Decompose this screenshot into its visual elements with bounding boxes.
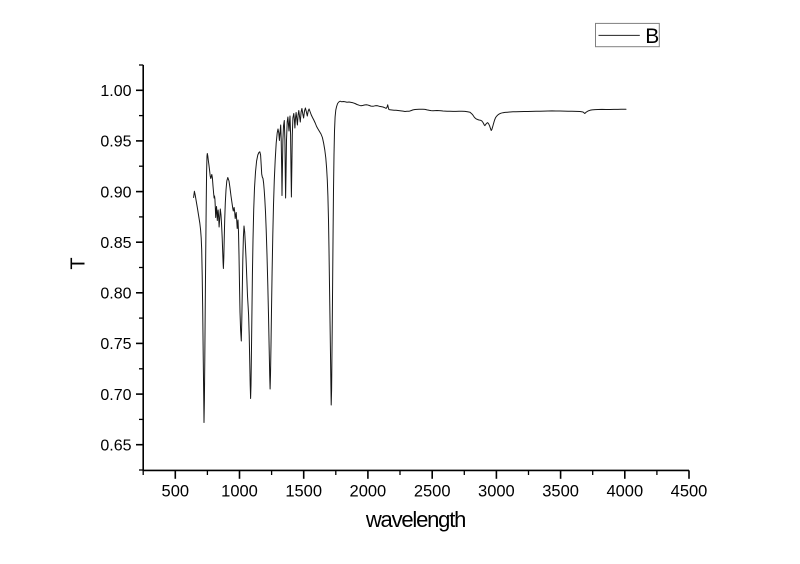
- svg-text:3000: 3000: [478, 483, 515, 501]
- svg-text:wavelength: wavelength: [365, 507, 465, 532]
- svg-text:0.80: 0.80: [100, 286, 131, 303]
- svg-text:0.75: 0.75: [100, 336, 131, 353]
- svg-text:2000: 2000: [350, 483, 387, 501]
- svg-text:0.65: 0.65: [100, 437, 131, 454]
- svg-text:1000: 1000: [221, 483, 258, 501]
- svg-text:0.95: 0.95: [100, 134, 131, 151]
- svg-text:4500: 4500: [671, 483, 708, 501]
- svg-text:1500: 1500: [285, 483, 322, 501]
- svg-text:500: 500: [162, 483, 190, 501]
- svg-text:T: T: [68, 257, 90, 269]
- svg-text:0.90: 0.90: [100, 184, 131, 201]
- svg-text:1.00: 1.00: [100, 83, 131, 100]
- svg-text:0.70: 0.70: [100, 387, 131, 404]
- svg-text:3500: 3500: [542, 483, 579, 501]
- svg-text:2500: 2500: [414, 483, 451, 501]
- svg-text:B: B: [645, 25, 659, 48]
- svg-text:0.85: 0.85: [100, 235, 131, 252]
- svg-text:4000: 4000: [606, 483, 643, 501]
